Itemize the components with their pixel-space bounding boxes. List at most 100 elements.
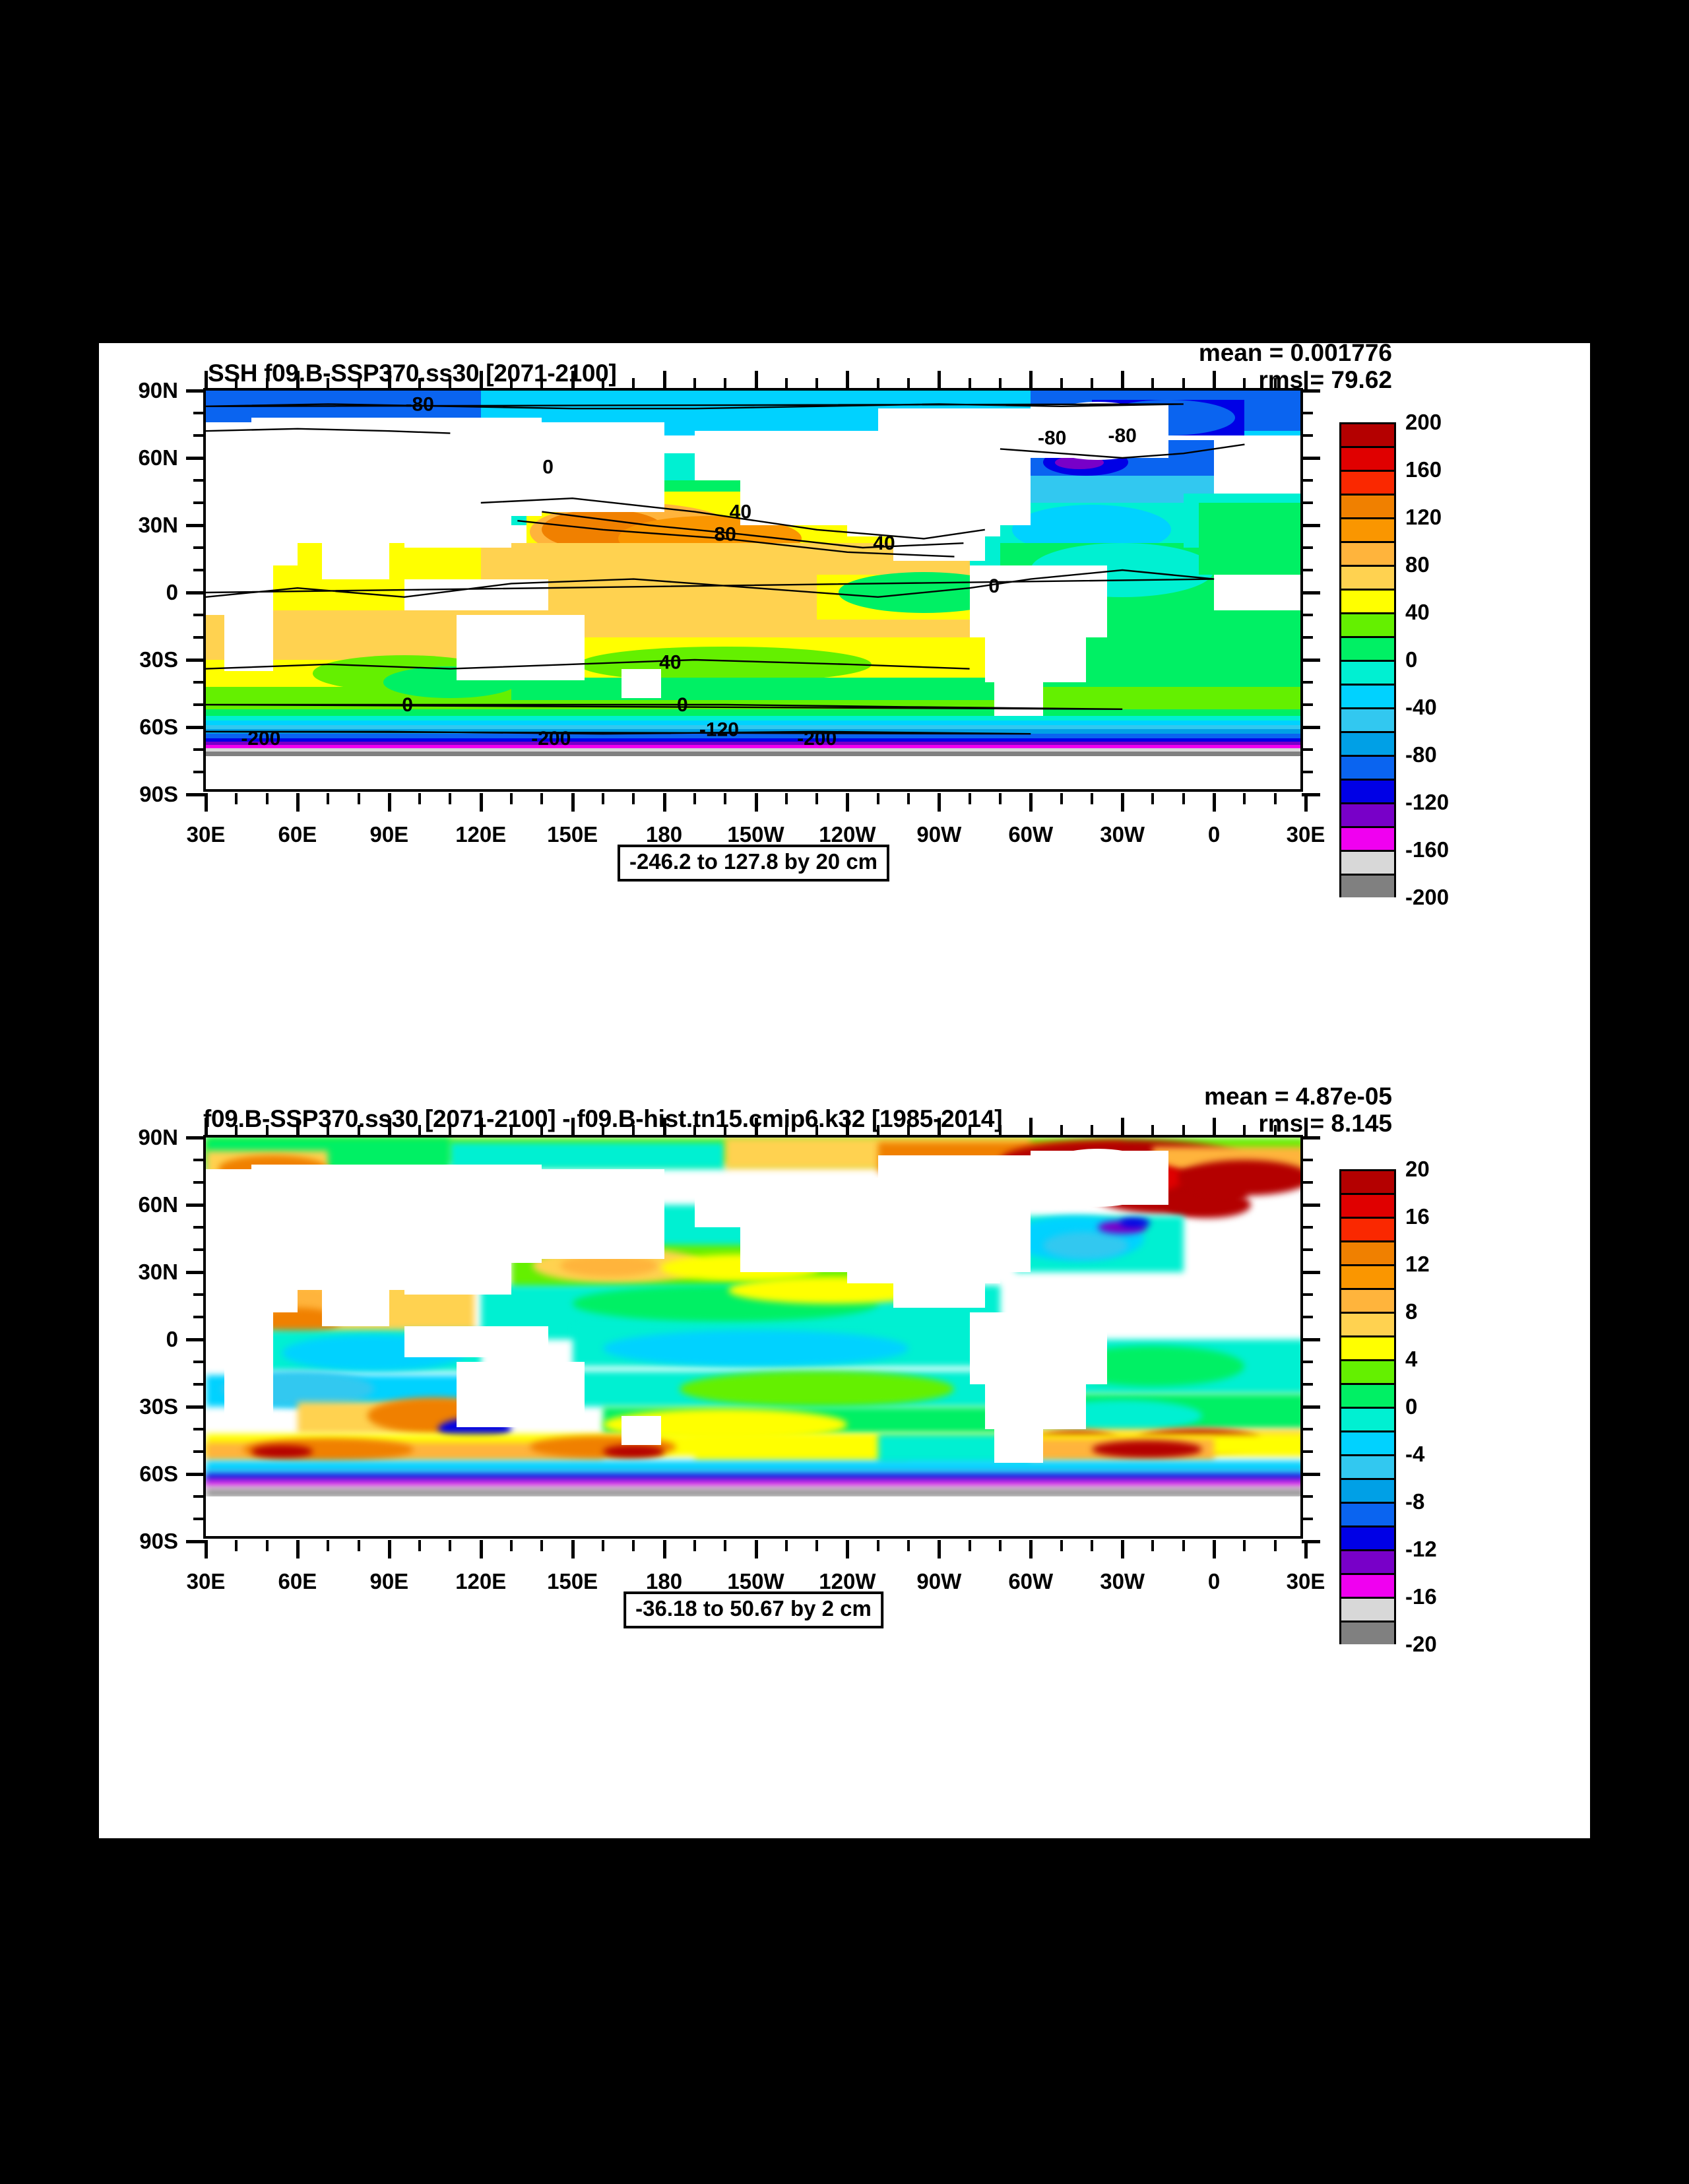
x-axis-label: 30E xyxy=(1286,1569,1325,1593)
mean-label-bot: mean = 4.87e-05 xyxy=(1204,1083,1392,1110)
map-field-cell xyxy=(206,724,1300,730)
y-tick-minor-right xyxy=(1302,412,1313,414)
y-tick-major xyxy=(186,1540,205,1543)
x-tick-minor-bottom xyxy=(1060,793,1063,804)
colorbar-swatch xyxy=(1339,1526,1396,1549)
x-tick-minor-top xyxy=(1060,1125,1063,1136)
x-tick-major-bottom xyxy=(1029,1540,1033,1558)
contour-label: 0 xyxy=(677,694,688,716)
x-tick-minor-top xyxy=(784,378,788,389)
x-axis-label: 60W xyxy=(1008,1569,1054,1593)
x-tick-minor-bottom xyxy=(327,793,330,804)
map-field-cell xyxy=(206,1474,1300,1481)
colorbar-swatch xyxy=(1339,422,1396,446)
y-tick-minor xyxy=(193,636,205,639)
x-tick-major-bottom xyxy=(387,793,391,812)
x-tick-minor-top xyxy=(1273,1125,1277,1136)
x-axis-label: 120W xyxy=(819,822,876,847)
map-field-cell xyxy=(206,1486,1300,1491)
x-tick-minor-top xyxy=(1151,378,1155,389)
x-axis-label: 90E xyxy=(369,822,409,847)
colorbar-swatch xyxy=(1339,1169,1396,1193)
y-tick-minor-right xyxy=(1302,703,1313,706)
x-tick-major-bottom xyxy=(662,1540,666,1558)
y-tick-minor xyxy=(193,1450,205,1453)
map-field-blob xyxy=(679,1370,955,1407)
x-tick-major-top xyxy=(1029,371,1033,389)
x-tick-minor-bottom xyxy=(1090,793,1093,804)
y-tick-major xyxy=(186,1338,205,1341)
x-tick-minor-top xyxy=(449,1125,452,1136)
x-tick-major-top xyxy=(205,371,208,389)
y-tick-minor-right xyxy=(1302,1159,1313,1161)
x-tick-minor-top xyxy=(1090,378,1093,389)
x-tick-major-bottom xyxy=(296,793,300,812)
x-tick-minor-bottom xyxy=(968,1540,971,1551)
y-tick-minor-right xyxy=(1302,1518,1313,1520)
contour-label: -200 xyxy=(797,728,837,750)
map-field-blob xyxy=(1119,1218,1150,1227)
y-axis-label: 60S xyxy=(139,715,178,739)
y-tick-minor xyxy=(193,569,205,571)
x-tick-minor-top xyxy=(357,378,360,389)
x-axis-label: 180 xyxy=(646,822,683,847)
x-tick-minor-bottom xyxy=(968,793,971,804)
x-tick-major-bottom xyxy=(1304,1540,1308,1558)
x-tick-major-top xyxy=(846,371,850,389)
colorbar-swatch xyxy=(1339,1288,1396,1312)
y-tick-minor-right xyxy=(1302,771,1313,773)
colorbar-swatch xyxy=(1339,755,1396,779)
x-tick-minor-top xyxy=(449,378,452,389)
map-field-blob xyxy=(1177,1160,1300,1196)
x-tick-minor-top xyxy=(1273,378,1277,389)
x-tick-major-bottom xyxy=(479,1540,483,1558)
y-axis-label: 60S xyxy=(139,1461,178,1486)
x-tick-minor-bottom xyxy=(907,793,910,804)
map-field-cell xyxy=(206,748,1300,752)
land-mask xyxy=(893,1272,985,1308)
y-tick-major xyxy=(186,389,205,393)
colorbar-swatch xyxy=(1339,1383,1396,1407)
x-tick-minor-bottom xyxy=(998,793,1002,804)
land-mask xyxy=(480,1213,558,1259)
x-tick-major-top xyxy=(571,1118,575,1136)
x-tick-minor-bottom xyxy=(1182,1540,1185,1551)
x-axis-label: 30W xyxy=(1100,822,1145,847)
y-tick-major-right xyxy=(1302,1338,1320,1341)
x-axis-label: 120E xyxy=(455,1569,507,1593)
y-tick-minor-right xyxy=(1302,748,1313,751)
panel-ssh-mean: SSH f09.B-SSP370.ss30 [2071-2100] mean =… xyxy=(99,339,1590,1076)
y-tick-minor-right xyxy=(1302,1181,1313,1184)
colorbar-tick-label: -4 xyxy=(1405,1442,1425,1466)
y-tick-major-right xyxy=(1302,1204,1320,1207)
x-tick-minor-bottom xyxy=(510,793,513,804)
y-tick-minor xyxy=(193,434,205,437)
x-tick-major-top xyxy=(1121,1118,1125,1136)
x-tick-minor-top xyxy=(1151,1125,1155,1136)
contour-label: 0 xyxy=(542,457,554,478)
x-tick-minor-top xyxy=(357,1125,360,1136)
colorbar-tick-label: -8 xyxy=(1405,1489,1425,1514)
x-tick-major-top xyxy=(479,371,483,389)
colorbar-swatch xyxy=(1339,660,1396,684)
x-tick-major-bottom xyxy=(846,793,850,812)
x-tick-major-top xyxy=(938,1118,941,1136)
y-tick-minor xyxy=(193,1159,205,1161)
x-tick-minor-top xyxy=(632,378,635,389)
x-tick-major-top xyxy=(662,1118,666,1136)
y-tick-major xyxy=(186,1136,205,1140)
colorbar-swatch xyxy=(1339,1264,1396,1288)
x-tick-major-bottom xyxy=(1304,793,1308,812)
y-tick-minor-right xyxy=(1302,501,1313,504)
x-tick-major-bottom xyxy=(938,1540,941,1558)
colorbar-swatch xyxy=(1339,1502,1396,1526)
x-tick-major-top xyxy=(296,1118,300,1136)
x-tick-minor-bottom xyxy=(632,1540,635,1551)
x-tick-minor-bottom xyxy=(1060,1540,1063,1551)
x-tick-minor-top xyxy=(510,378,513,389)
map-field-cell xyxy=(206,745,1300,749)
x-tick-minor-top xyxy=(327,1125,330,1136)
x-tick-minor-bottom xyxy=(449,793,452,804)
x-tick-major-bottom xyxy=(205,793,208,812)
